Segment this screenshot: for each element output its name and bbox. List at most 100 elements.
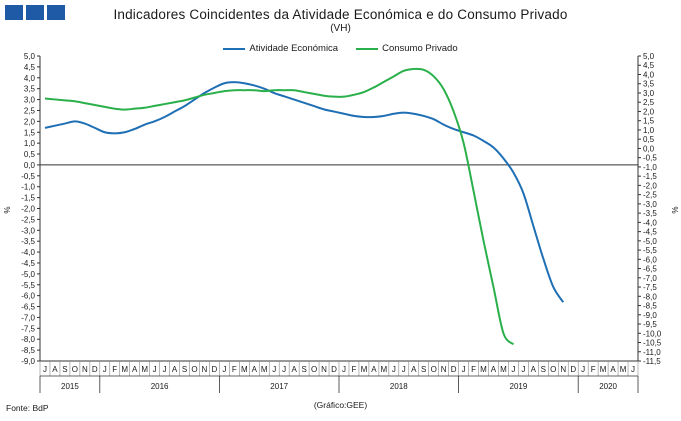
right-tick-label: 1,5 bbox=[643, 117, 655, 126]
right-tick-label: -9,0 bbox=[643, 311, 657, 320]
left-tick-label: -3,0 bbox=[21, 226, 35, 235]
month-tick-label: O bbox=[431, 365, 437, 374]
month-tick-label: M bbox=[480, 365, 487, 374]
chart-legend: Atividade Económica Consumo Privado bbox=[0, 43, 681, 54]
month-tick-label: M bbox=[500, 365, 507, 374]
right-tick-label: 0,0 bbox=[643, 144, 655, 153]
left-tick-label: -2,0 bbox=[21, 205, 35, 214]
month-tick-label: F bbox=[471, 365, 476, 374]
left-tick-label: -7,0 bbox=[21, 313, 35, 322]
right-tick-label: 3,0 bbox=[643, 89, 655, 98]
right-tick-label: -2,0 bbox=[643, 181, 657, 190]
left-tick-label: -0,5 bbox=[21, 172, 35, 181]
month-tick-label: A bbox=[132, 365, 138, 374]
month-tick-label: F bbox=[232, 365, 237, 374]
right-tick-label: -1,5 bbox=[643, 172, 657, 181]
series-line-atividade-economica bbox=[44, 81, 565, 303]
left-tick-label: 4,0 bbox=[24, 74, 36, 83]
right-tick-label: -6,5 bbox=[643, 265, 657, 274]
right-tick-label: -4,0 bbox=[643, 218, 657, 227]
month-tick-label: A bbox=[291, 365, 297, 374]
right-axis-unit: % bbox=[670, 206, 679, 213]
month-tick-label: S bbox=[182, 365, 187, 374]
right-tick-label: 5,0 bbox=[643, 52, 655, 61]
left-tick-label: -9,0 bbox=[21, 357, 35, 366]
gee-logo bbox=[5, 5, 65, 20]
right-tick-label: -8,5 bbox=[643, 302, 657, 311]
source-note: Fonte: BdP bbox=[6, 403, 49, 413]
month-tick-label: N bbox=[560, 365, 566, 374]
month-tick-label: N bbox=[321, 365, 327, 374]
right-tick-label: -3,0 bbox=[643, 200, 657, 209]
month-tick-label: J bbox=[153, 365, 157, 374]
right-tick-label: 1,0 bbox=[643, 126, 655, 135]
right-tick-label: -1,0 bbox=[643, 163, 657, 172]
month-tick-label: J bbox=[43, 365, 47, 374]
month-tick-label: O bbox=[311, 365, 317, 374]
month-tick-label: D bbox=[570, 365, 576, 374]
left-tick-label: -5,5 bbox=[21, 281, 35, 290]
right-tick-label: -10,0 bbox=[643, 329, 662, 338]
right-tick-label: -5,5 bbox=[643, 246, 657, 255]
year-label: 2015 bbox=[61, 382, 79, 391]
month-tick-label: J bbox=[631, 365, 635, 374]
month-tick-label: S bbox=[62, 365, 67, 374]
month-tick-label: M bbox=[141, 365, 148, 374]
month-tick-label: A bbox=[411, 365, 417, 374]
legend-label-atividade: Atividade Económica bbox=[249, 43, 339, 54]
right-tick-label: -8,0 bbox=[643, 292, 657, 301]
left-tick-label: 2,5 bbox=[24, 106, 36, 115]
left-tick-label: 4,5 bbox=[24, 63, 36, 72]
month-tick-label: O bbox=[191, 365, 197, 374]
left-tick-label: -8,5 bbox=[21, 346, 35, 355]
month-tick-label: S bbox=[301, 365, 306, 374]
right-tick-label: 4,5 bbox=[643, 61, 655, 70]
left-tick-label: -4,5 bbox=[21, 259, 35, 268]
month-tick-label: O bbox=[550, 365, 556, 374]
month-tick-label: A bbox=[371, 365, 377, 374]
right-tick-label: -9,5 bbox=[643, 320, 657, 329]
month-tick-label: N bbox=[441, 365, 447, 374]
year-label: 2020 bbox=[599, 382, 617, 391]
month-tick-label: N bbox=[82, 365, 88, 374]
month-tick-label: F bbox=[352, 365, 357, 374]
month-tick-label: M bbox=[381, 365, 388, 374]
right-tick-label: 2,5 bbox=[643, 98, 655, 107]
left-tick-label: -4,0 bbox=[21, 248, 35, 257]
month-tick-label: A bbox=[52, 365, 58, 374]
month-tick-label: D bbox=[331, 365, 337, 374]
month-tick-label: J bbox=[222, 365, 226, 374]
left-tick-label: -2,5 bbox=[21, 215, 35, 224]
month-tick-label: A bbox=[610, 365, 616, 374]
right-tick-label: 0,5 bbox=[643, 135, 655, 144]
month-tick-label: J bbox=[511, 365, 515, 374]
year-label: 2016 bbox=[151, 382, 169, 391]
chart-credit: (Gráfico:GEE) bbox=[313, 400, 368, 410]
month-tick-label: S bbox=[541, 365, 546, 374]
left-tick-label: -6,5 bbox=[21, 303, 35, 312]
legend-item-atividade: Atividade Económica bbox=[223, 43, 338, 54]
right-tick-label: -10,5 bbox=[643, 339, 662, 348]
legend-swatch-consumo bbox=[356, 47, 379, 50]
legend-swatch-atividade bbox=[223, 47, 246, 50]
month-tick-label: J bbox=[103, 365, 107, 374]
month-tick-label: J bbox=[163, 365, 167, 374]
month-tick-label: F bbox=[591, 365, 596, 374]
left-tick-label: 3,0 bbox=[24, 96, 36, 105]
month-tick-label: M bbox=[600, 365, 607, 374]
right-tick-label: -6,0 bbox=[643, 255, 657, 264]
right-tick-label: -11,0 bbox=[643, 348, 661, 357]
month-tick-label: N bbox=[202, 365, 208, 374]
month-tick-label: J bbox=[342, 365, 346, 374]
month-tick-label: M bbox=[241, 365, 248, 374]
month-tick-label: J bbox=[392, 365, 396, 374]
left-axis-unit: % bbox=[3, 206, 12, 213]
month-tick-label: M bbox=[361, 365, 368, 374]
left-tick-label: 0,0 bbox=[24, 161, 36, 170]
month-tick-label: D bbox=[92, 365, 98, 374]
chart-title: Indicadores Coincidentes da Atividade Ec… bbox=[113, 7, 568, 22]
month-tick-label: J bbox=[462, 365, 466, 374]
month-tick-label: J bbox=[282, 365, 286, 374]
left-tick-label: -1,0 bbox=[21, 183, 35, 192]
